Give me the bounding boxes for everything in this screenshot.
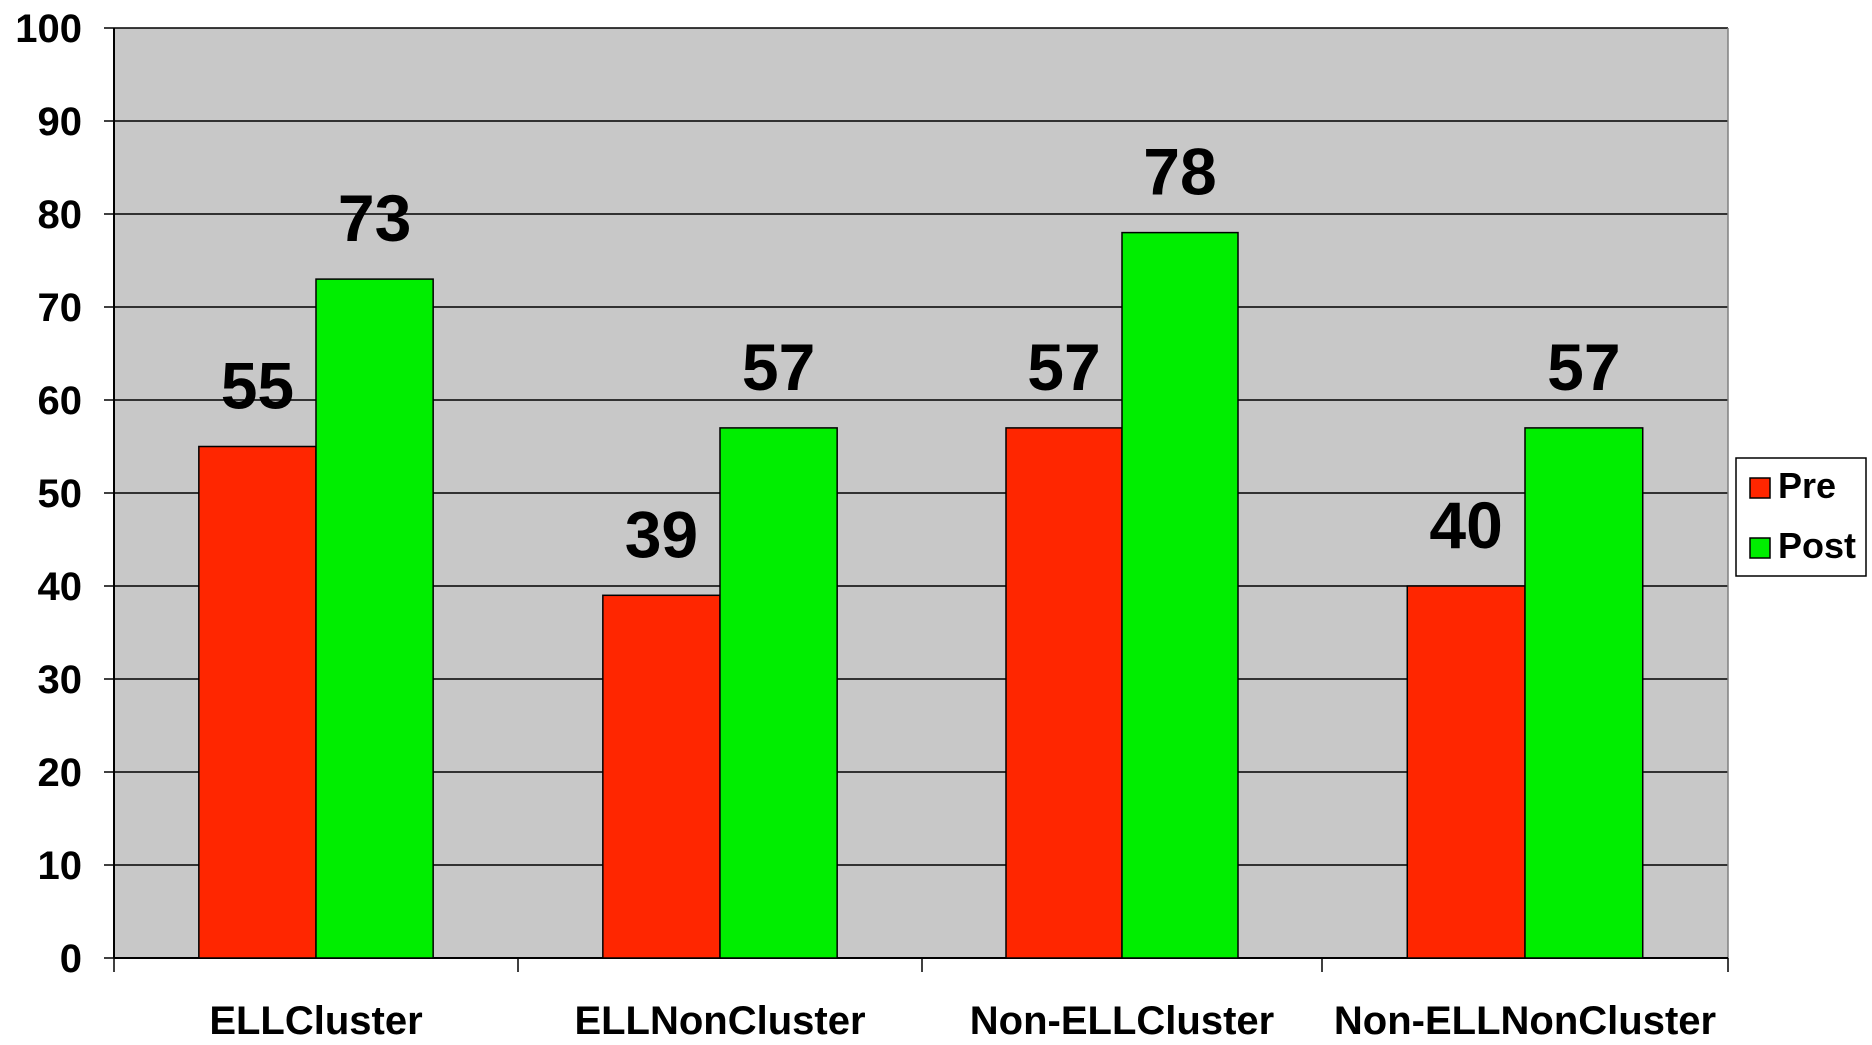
- data-label: 78: [1143, 135, 1216, 209]
- legend-swatch-pre: [1749, 477, 1771, 499]
- plot-area: 0 10 20 30 40 50 60 70 80 90 100 55 73 ELLCluster 39 57…: [15, 7, 1729, 1043]
- y-tick-label: 60: [38, 379, 83, 423]
- data-label: 57: [1547, 330, 1620, 404]
- x-category-label: ELLNonCluster: [574, 999, 865, 1040]
- y-tick-label: 90: [38, 100, 83, 144]
- bar-post: [315, 278, 434, 959]
- x-category-label: Non-ELLCluster: [970, 999, 1274, 1040]
- y-tick-label: 70: [38, 286, 83, 330]
- bar-pre: [602, 594, 721, 959]
- bar-pre: [1005, 427, 1123, 959]
- y-tick-label: 40: [38, 565, 83, 609]
- y-tick-label: 30: [38, 658, 83, 702]
- data-label: 57: [1027, 330, 1100, 404]
- x-category-label: Non-ELLNonCluster: [1334, 999, 1716, 1040]
- y-tick-label: 0: [60, 937, 82, 981]
- bar-post: [1121, 231, 1239, 959]
- data-label: 55: [221, 349, 294, 423]
- data-label: 57: [742, 330, 815, 404]
- bar-pre: [198, 445, 317, 959]
- legend-label-pre: Pre: [1778, 465, 1836, 506]
- bar-pre: [1406, 585, 1526, 959]
- y-tick-label: 100: [15, 7, 82, 51]
- data-label: 39: [625, 497, 698, 571]
- legend-swatch-post: [1749, 537, 1771, 559]
- data-label: 73: [338, 181, 411, 255]
- y-tick-label: 80: [38, 193, 83, 237]
- data-label: 40: [1429, 488, 1502, 562]
- legend-label-post: Post: [1778, 525, 1856, 566]
- y-tick-label: 10: [38, 844, 83, 888]
- y-tick-label: 20: [38, 751, 83, 795]
- bar-post: [719, 427, 838, 959]
- x-category-label: ELLCluster: [209, 999, 422, 1040]
- bar-post: [1524, 427, 1644, 959]
- legend: Pre Post: [1735, 457, 1867, 577]
- y-tick-label: 50: [38, 472, 83, 516]
